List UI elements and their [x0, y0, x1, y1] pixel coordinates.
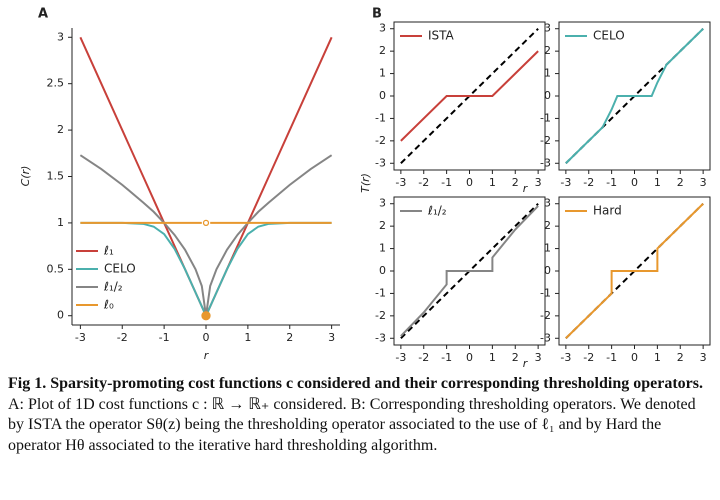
x-tick-label: 0	[631, 351, 638, 364]
charts: -3 -2 -1 0 1 2 300.511.522.53ArC(r)ℓ₁CELOℓ₁/₂ℓ…	[19, 7, 711, 370]
identity-line	[400, 28, 539, 164]
y-tick-label: 3	[544, 197, 551, 210]
caption: Fig 1. Sparsity-promoting cost functions…	[8, 374, 714, 456]
y-tick-label: -3	[375, 156, 386, 169]
y-tick-label: 1	[544, 242, 551, 255]
x-axis-label: r	[523, 357, 529, 370]
x-tick-label: -2	[418, 176, 429, 189]
x-tick-label: -1	[606, 351, 617, 364]
x-tick-label: 3	[535, 351, 542, 364]
x-tick-label: 1	[489, 176, 496, 189]
series-line	[565, 28, 704, 164]
x-tick-label: 0	[631, 176, 638, 189]
y-tick-label: 2	[379, 44, 386, 57]
x-tick-label: 2	[512, 176, 519, 189]
x-tick-label: 2	[286, 331, 293, 344]
y-tick-label: 1.5	[47, 170, 65, 183]
caption-text: A: Plot of 1D cost functions c : ℝ → ℝ₊ …	[8, 395, 696, 454]
y-tick-label: 3	[379, 197, 386, 210]
legend-label: ℓ₁/₂	[103, 280, 123, 294]
point	[202, 219, 210, 227]
y-tick-label: 0	[544, 89, 551, 102]
series-line	[400, 205, 539, 337]
x-tick-label: 3	[700, 351, 707, 364]
y-tick-label: 2.5	[47, 77, 65, 90]
caption-bold: Sparsity-promoting cost functions c cons…	[50, 375, 703, 392]
x-tick-label: -1	[606, 176, 617, 189]
legend-label: Hard	[593, 204, 622, 218]
x-axis-label: r	[204, 349, 210, 362]
x-tick-label: 1	[654, 176, 661, 189]
x-tick-label: -1	[441, 351, 452, 364]
y-tick-label: -3	[540, 331, 551, 344]
x-tick-label: 0	[466, 351, 473, 364]
x-tick-label: -3	[560, 176, 571, 189]
series-line	[400, 50, 539, 142]
legend-label: ISTA	[428, 29, 455, 43]
x-axis-label: r	[523, 182, 529, 195]
x-tick-label: 2	[677, 176, 684, 189]
legend-label: ℓ₁/₂	[427, 204, 447, 218]
y-tick-label: 0	[379, 264, 386, 277]
x-tick-label: -2	[418, 351, 429, 364]
x-tick-label: 0	[203, 331, 210, 344]
x-tick-label: 2	[512, 351, 519, 364]
x-tick-label: 3	[700, 176, 707, 189]
y-tick-label: -2	[375, 309, 386, 322]
panel-label: A	[38, 7, 48, 22]
panel-label: B	[372, 7, 382, 22]
y-tick-label: -3	[375, 331, 386, 344]
y-tick-label: 2	[544, 219, 551, 232]
x-tick-label: 3	[328, 331, 335, 344]
identity-line	[400, 203, 539, 339]
y-tick-label: 1	[57, 216, 64, 229]
y-tick-label: 2	[544, 44, 551, 57]
y-tick-label: 2	[57, 123, 64, 136]
y-tick-label: 0	[544, 264, 551, 277]
y-tick-label: -1	[375, 111, 386, 124]
x-tick-label: 2	[677, 351, 684, 364]
legend-label: CELO	[104, 262, 136, 276]
y-tick-label: 1	[379, 242, 386, 255]
y-tick-label: 1	[544, 67, 551, 80]
y-tick-label: 0	[379, 89, 386, 102]
y-tick-label: 0.5	[47, 262, 65, 275]
x-tick-label: 1	[244, 331, 251, 344]
legend-label: CELO	[593, 29, 625, 43]
y-tick-label: 2	[379, 219, 386, 232]
x-tick-label: -3	[560, 351, 571, 364]
series-line	[565, 203, 704, 339]
x-tick-label: 0	[466, 176, 473, 189]
y-tick-label: 1	[379, 67, 386, 80]
y-tick-label: -1	[375, 286, 386, 299]
caption-label: Fig 1.	[8, 375, 47, 392]
y-tick-label: 3	[544, 22, 551, 35]
y-tick-label: -1	[540, 286, 551, 299]
y-tick-label: 3	[57, 30, 64, 43]
y-tick-label: -2	[540, 309, 551, 322]
x-tick-label: -2	[583, 176, 594, 189]
legend-label: ℓ₁	[103, 244, 114, 258]
x-tick-label: 1	[489, 351, 496, 364]
x-tick-label: -2	[117, 331, 128, 344]
y-tick-label: 3	[379, 22, 386, 35]
x-tick-label: -3	[75, 331, 86, 344]
x-tick-label: -1	[159, 331, 170, 344]
x-tick-label: 3	[535, 176, 542, 189]
x-tick-label: -3	[395, 351, 406, 364]
y-tick-label: -2	[375, 134, 386, 147]
y-tick-label: -3	[540, 156, 551, 169]
x-tick-label: -3	[395, 176, 406, 189]
legend-label: ℓ₀	[103, 298, 114, 312]
x-tick-label: -1	[441, 176, 452, 189]
y-tick-label: 0	[57, 309, 64, 322]
x-tick-label: -2	[583, 351, 594, 364]
x-tick-label: 1	[654, 351, 661, 364]
y-tick-label: -1	[540, 111, 551, 124]
y-axis-label: T(r)	[359, 173, 372, 193]
y-tick-label: -2	[540, 134, 551, 147]
point	[201, 311, 211, 321]
y-axis-label: C(r)	[19, 166, 32, 187]
